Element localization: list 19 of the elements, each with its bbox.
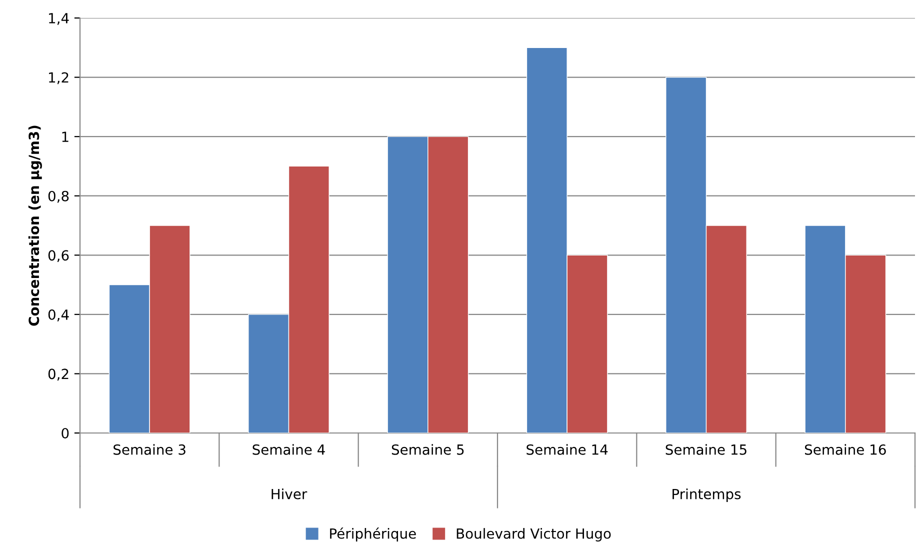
legend-label: Boulevard Victor Hugo bbox=[456, 528, 611, 542]
x-tick-label: Semaine 5 bbox=[392, 444, 464, 455]
x-tick-label: Semaine 16 bbox=[804, 444, 886, 455]
text: Printemps bbox=[672, 488, 741, 502]
y-tick-label: 1,4 bbox=[49, 13, 69, 25]
x-tick-label: Semaine 15 bbox=[666, 444, 746, 455]
y-tick-label: 1,2 bbox=[49, 72, 68, 84]
y-tick-label: 0,2 bbox=[48, 368, 68, 381]
y-tick-label: 0 bbox=[62, 428, 69, 438]
y-axis-title: Concentration (en µg/m3) bbox=[28, 126, 42, 326]
legend-label: Périphérique bbox=[330, 528, 416, 542]
y-tick-label: 1 bbox=[62, 132, 68, 142]
y-tick-label: 0,8 bbox=[48, 190, 69, 203]
y-tick-label: 0,4 bbox=[48, 309, 69, 322]
x-tick-label: Semaine 14 bbox=[526, 444, 608, 455]
y-tick-label: 0,6 bbox=[48, 250, 69, 262]
x-tick-label: Semaine 3 bbox=[114, 444, 186, 455]
text: Hiver bbox=[272, 488, 308, 500]
x-tick-label: Semaine 4 bbox=[252, 444, 325, 455]
